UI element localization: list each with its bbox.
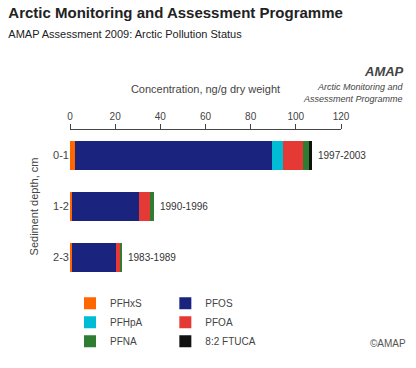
svg-text:PFHpA: PFHpA bbox=[110, 317, 143, 328]
svg-text:1997-2003: 1997-2003 bbox=[318, 150, 366, 161]
svg-text:1-2: 1-2 bbox=[53, 200, 69, 212]
svg-text:8:2 FTUCA: 8:2 FTUCA bbox=[205, 336, 255, 347]
svg-text:PFHxS: PFHxS bbox=[110, 298, 142, 309]
svg-text:PFNA: PFNA bbox=[110, 336, 137, 347]
svg-text:PFOA: PFOA bbox=[205, 317, 233, 328]
svg-text:0: 0 bbox=[67, 111, 73, 122]
svg-text:Sediment depth, cm: Sediment depth, cm bbox=[28, 158, 40, 256]
svg-text:100: 100 bbox=[287, 111, 304, 122]
svg-text:1990-1996: 1990-1996 bbox=[160, 201, 208, 212]
svg-text:0-1: 0-1 bbox=[53, 149, 69, 161]
svg-text:80: 80 bbox=[245, 111, 257, 122]
svg-text:40: 40 bbox=[155, 111, 167, 122]
svg-text:©AMAP: ©AMAP bbox=[370, 338, 406, 349]
svg-text:120: 120 bbox=[333, 111, 350, 122]
svg-text:20: 20 bbox=[110, 111, 122, 122]
svg-text:AMAP: AMAP bbox=[364, 64, 404, 79]
svg-text:Arctic Monitoring andAssessmen: Arctic Monitoring andAssessment Programm… bbox=[303, 82, 404, 104]
svg-text:1983-1989: 1983-1989 bbox=[128, 252, 176, 263]
svg-text:2-3: 2-3 bbox=[53, 251, 69, 263]
svg-text:Arctic Monitoring and Assessme: Arctic Monitoring and Assessment Program… bbox=[8, 4, 343, 40]
svg-text:PFOS: PFOS bbox=[205, 298, 233, 309]
svg-text:60: 60 bbox=[200, 111, 212, 122]
svg-text:Concentration, ng/g dry weight: Concentration, ng/g dry weight bbox=[131, 83, 280, 95]
